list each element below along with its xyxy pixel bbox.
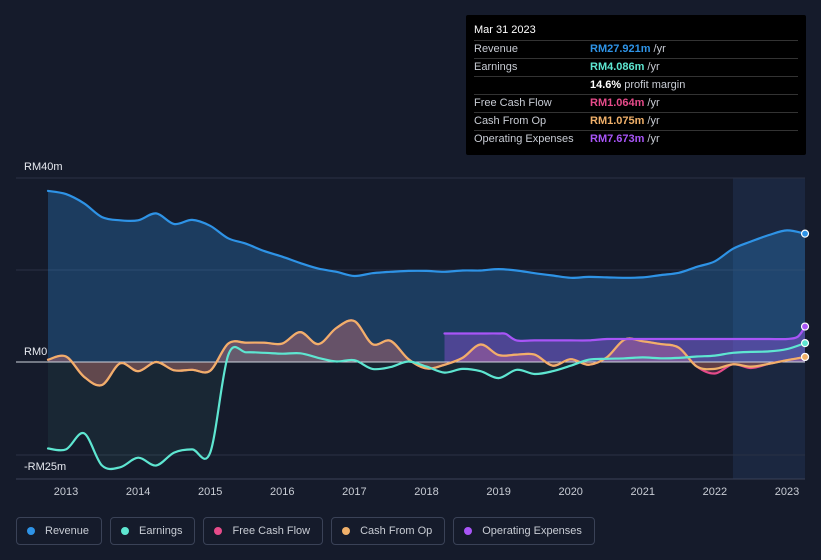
financial-history-chart: RM40m RM0 -RM25m 2013 2014 2015 2016 2017 2018 20… [16, 161, 810, 498]
legend-label: Cash From Op [360, 525, 433, 537]
legend-dot-icon [342, 527, 351, 535]
line-cash-from-op [46, 319, 807, 387]
x-tick-label: 2022 [703, 486, 727, 498]
x-tick-label: 2013 [54, 486, 78, 498]
tooltip-value: RM27.921m [590, 43, 651, 55]
tooltip-row-cash-from-op: Cash From Op RM1.075m /yr [474, 112, 798, 129]
x-tick-label: 2019 [486, 486, 510, 498]
legend-label: Free Cash Flow [232, 525, 311, 537]
y-tick-label: RM0 [24, 346, 47, 358]
x-tick-label: 2015 [198, 486, 222, 498]
tooltip-label: Operating Expenses [474, 133, 574, 145]
area-earnings [48, 343, 805, 470]
tooltip-label: Cash From Op [474, 115, 547, 127]
legend-label: Operating Expenses [482, 525, 582, 537]
x-tick-label: 2016 [270, 486, 294, 498]
x-tick-label: 2017 [342, 486, 366, 498]
tooltip-unit: /yr [647, 133, 660, 145]
area-operating-expenses [444, 326, 805, 362]
tooltip-label [474, 77, 590, 93]
x-tick-label: 2023 [775, 486, 799, 498]
tooltip-label: Free Cash Flow [474, 97, 552, 109]
line-operating-expenses [443, 325, 807, 342]
line-revenue [46, 189, 807, 279]
endpoint-cash-from-op [800, 352, 810, 362]
tooltip-unit: /yr [647, 97, 660, 109]
line-earnings [46, 342, 807, 471]
tooltip-row-operating-expenses: Operating Expenses RM7.673m /yr [474, 130, 798, 147]
endpoint-revenue [800, 229, 810, 238]
data-tooltip: Mar 31 2023 Revenue RM27.921m /yr Earnin… [466, 15, 806, 155]
legend-item-cash-from-op[interactable]: Cash From Op [331, 517, 446, 545]
tooltip-row-profit-margin: 14.6% profit margin [474, 76, 798, 93]
tooltip-unit: /yr [653, 43, 666, 55]
legend-label: Earnings [139, 525, 183, 537]
x-tick-label: 2014 [126, 486, 150, 498]
tooltip-date: Mar 31 2023 [474, 24, 536, 36]
legend-item-free-cash-flow[interactable]: Free Cash Flow [203, 517, 324, 545]
tooltip-row-free-cash-flow: Free Cash Flow RM1.064m /yr [474, 94, 798, 111]
highlight-band [732, 178, 805, 479]
tooltip-value: RM7.673m [590, 133, 645, 145]
legend-item-revenue[interactable]: Revenue [16, 517, 103, 545]
plot-area [48, 178, 805, 479]
legend-dot-icon [214, 527, 223, 535]
legend-item-earnings[interactable]: Earnings [110, 517, 196, 545]
endpoint-operating-expenses [800, 322, 810, 331]
area-free-cash-flow [48, 320, 805, 386]
chart-legend: Revenue Earnings Free Cash Flow Cash Fro… [16, 517, 595, 545]
area-revenue [48, 190, 805, 362]
tooltip-label: Earnings [474, 61, 518, 73]
tooltip-unit: /yr [647, 61, 660, 73]
legend-label: Revenue [45, 525, 90, 537]
tooltip-row-revenue: Revenue RM27.921m /yr [474, 40, 798, 57]
tooltip-unit: profit margin [624, 79, 686, 91]
x-tick-label: 2020 [558, 486, 582, 498]
endpoint-earnings [800, 339, 810, 348]
tooltip-unit: /yr [647, 115, 660, 127]
legend-dot-icon [121, 527, 130, 535]
tooltip-label: Revenue [474, 43, 519, 55]
legend-dot-icon [464, 527, 473, 535]
legend-dot-icon [27, 527, 35, 535]
area-cash-from-op [48, 320, 805, 386]
y-tick-label: -RM25m [24, 461, 66, 473]
tooltip-value: RM1.064m [590, 97, 645, 109]
tooltip-value: RM4.086m [590, 61, 645, 73]
x-tick-label: 2018 [414, 486, 438, 498]
legend-item-operating-expenses[interactable]: Operating Expenses [453, 517, 595, 545]
y-tick-label: RM40m [24, 161, 63, 173]
tooltip-row-earnings: Earnings RM4.086m /yr [474, 58, 798, 75]
x-tick-label: 2021 [631, 486, 655, 498]
tooltip-value: RM1.075m [590, 115, 645, 127]
tooltip-value: 14.6% [590, 79, 622, 91]
